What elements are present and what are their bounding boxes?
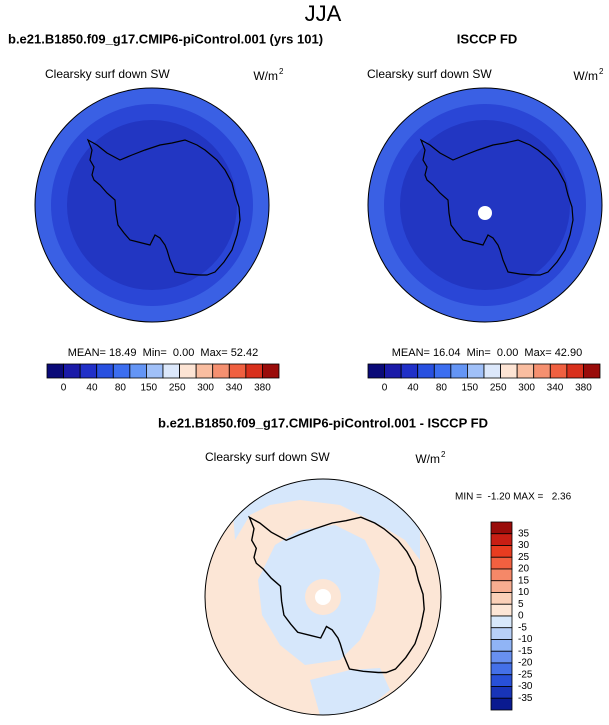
units-exponent: 2: [441, 450, 446, 459]
colorbar-box: [490, 556, 513, 570]
colorbar-box: [112, 363, 131, 379]
stats: MEAN= 16.04 Min= 0.00 Max= 42.90: [392, 347, 582, 359]
panel-title: b.e21.B1850.f09_g17.CMIP6-piControl.001 …: [8, 31, 323, 46]
colorbar-box: [549, 363, 568, 379]
colorbar-box: [63, 363, 81, 379]
colorbar-label: 300: [518, 383, 535, 394]
colorbar-box: [400, 363, 419, 379]
variable-label: Clearsky surf down SW: [205, 450, 330, 464]
units: W/m: [573, 69, 598, 83]
colorbar-box: [490, 580, 513, 593]
colorbar-label: 150: [140, 383, 157, 394]
colorbar-box: [490, 627, 513, 640]
colorbar-label: 10: [518, 587, 530, 598]
colorbar-label: -35: [518, 693, 533, 704]
colorbar-label: 380: [254, 383, 271, 394]
colorbar-label: 80: [436, 383, 448, 394]
colorbar-box: [195, 363, 214, 379]
colorbar-label: 0: [518, 611, 524, 622]
colorbar-label: 80: [115, 383, 127, 394]
colorbar-label: -15: [518, 646, 533, 657]
colorbar-label: 40: [86, 383, 98, 394]
colorbar-box: [490, 639, 513, 652]
colorbar-label: 380: [575, 383, 592, 394]
colorbar-box: [46, 363, 64, 379]
colorbar-label: 5: [518, 599, 524, 610]
stats: MIN = -1.20 MAX = 2.36: [455, 492, 572, 503]
units-exponent: 2: [599, 67, 604, 76]
colorbar-label: -30: [518, 681, 533, 692]
colorbar-box: [500, 363, 518, 379]
colorbar-label: -25: [518, 669, 533, 680]
colorbar-box: [262, 363, 280, 379]
colorbar-box: [179, 363, 197, 379]
colorbar-label: 150: [461, 383, 478, 394]
colorbar-box: [146, 363, 164, 379]
colorbar-label: 250: [169, 383, 186, 394]
colorbar-box: [433, 363, 452, 379]
colorbar-box: [490, 686, 513, 699]
colorbar-box: [533, 363, 551, 379]
colorbar-box: [483, 363, 501, 379]
colorbar-label: 0: [382, 383, 388, 394]
colorbar-box: [566, 363, 584, 379]
colorbar-box: [79, 363, 98, 379]
units: W/m: [253, 69, 278, 83]
colorbar-box: [228, 363, 247, 379]
colorbar-box: [490, 674, 513, 687]
units-exponent: 2: [279, 67, 284, 76]
colorbar-box: [516, 363, 535, 379]
colorbar-box: [245, 363, 263, 379]
colorbar-label: 0: [61, 383, 67, 394]
colorbar-box: [212, 363, 230, 379]
colorbar-box: [490, 568, 513, 582]
colorbar-label: -10: [518, 634, 533, 645]
colorbar-label: -20: [518, 658, 533, 669]
stats: MEAN= 18.49 Min= 0.00 Max= 52.42: [68, 347, 258, 359]
colorbar-box: [96, 363, 114, 379]
colorbar-box: [490, 662, 513, 676]
colorbar-label: 35: [518, 528, 530, 539]
colorbar-label: -5: [518, 622, 527, 633]
variable-label: Clearsky surf down SW: [367, 67, 492, 81]
colorbar-box: [490, 603, 513, 617]
colorbar-label: 300: [197, 383, 214, 394]
colorbar-label: 15: [518, 575, 530, 586]
panel-title: ISCCP FD: [457, 31, 517, 46]
colorbar-box: [583, 363, 601, 379]
colorbar-label: 20: [518, 564, 530, 575]
colorbar-label: 340: [547, 383, 564, 394]
colorbar-label: 250: [490, 383, 507, 394]
colorbar-box: [467, 363, 485, 379]
colorbar-box: [490, 592, 513, 605]
colorbar-box: [417, 363, 435, 379]
colorbar-box: [490, 521, 513, 535]
panel-title: b.e21.B1850.f09_g17.CMIP6-piControl.001 …: [158, 415, 488, 430]
colorbar-box: [490, 533, 513, 546]
map: [204, 478, 442, 716]
colorbar-box: [490, 615, 513, 629]
colorbar-label: 40: [407, 383, 419, 394]
units: W/m: [415, 452, 440, 466]
colorbar-box: [367, 363, 385, 379]
colorbar-box: [162, 363, 180, 379]
colorbar-box: [490, 697, 513, 711]
variable-label: Clearsky surf down SW: [45, 67, 170, 81]
colorbar-box: [490, 650, 513, 664]
colorbar-label: 25: [518, 552, 530, 563]
colorbar-label: 30: [518, 540, 530, 551]
colorbar-label: 340: [226, 383, 243, 394]
colorbar-box: [129, 363, 147, 379]
figure-title: JJA: [305, 1, 342, 26]
colorbar-box: [384, 363, 402, 379]
colorbar-box: [490, 545, 513, 558]
map: [34, 87, 270, 323]
colorbar-box: [450, 363, 468, 379]
map: [367, 87, 603, 323]
